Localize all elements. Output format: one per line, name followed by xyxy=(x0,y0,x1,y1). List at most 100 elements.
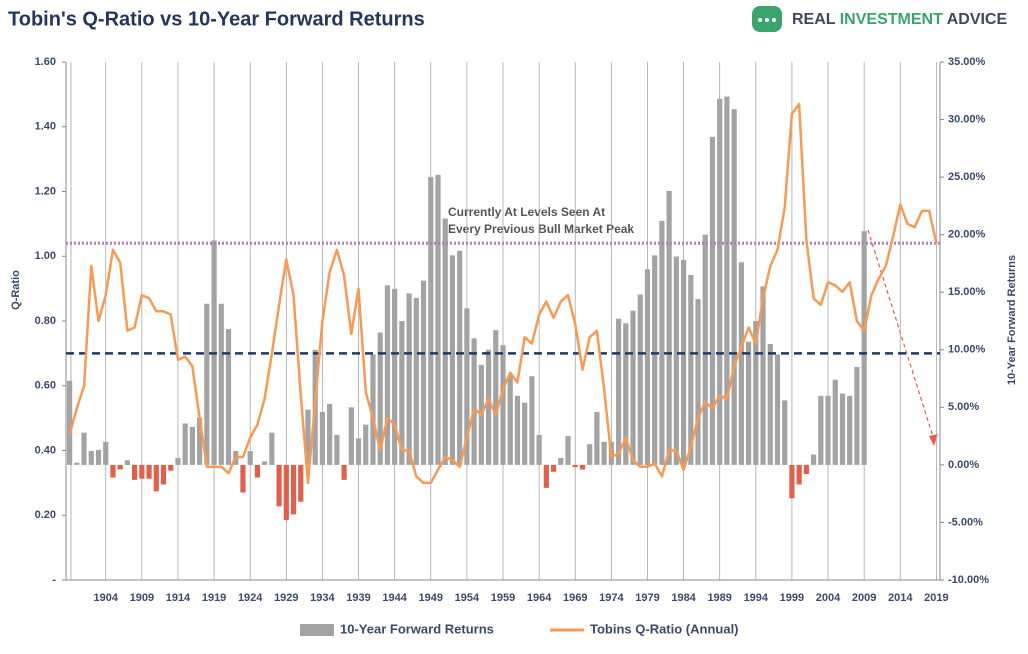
bar xyxy=(731,109,737,465)
bar xyxy=(471,338,477,465)
bar xyxy=(160,464,167,485)
bar xyxy=(247,451,253,465)
y-tick-label: - xyxy=(52,574,56,586)
bar xyxy=(594,411,600,465)
line xyxy=(68,102,938,485)
bar xyxy=(225,329,232,465)
x-tick-label: 2014 xyxy=(888,592,913,604)
bar xyxy=(522,402,528,465)
bar xyxy=(327,403,333,465)
trend-arrow xyxy=(867,229,935,441)
bar xyxy=(789,464,795,499)
bar xyxy=(197,417,203,465)
bar xyxy=(630,310,636,465)
x-tick-label: 1964 xyxy=(527,592,552,604)
bar xyxy=(717,98,723,465)
bar xyxy=(579,464,586,470)
logo-text: REAL INVESTMENT ADVICE xyxy=(792,11,1007,28)
x-tick-label: 1909 xyxy=(130,592,154,604)
bar xyxy=(810,454,817,465)
bar xyxy=(298,464,304,502)
bar xyxy=(767,344,773,465)
bar xyxy=(623,323,629,465)
legend-label: Tobins Q-Ratio (Annual) xyxy=(590,621,739,636)
bar xyxy=(666,190,672,465)
bar xyxy=(254,464,261,478)
bar xyxy=(319,411,326,465)
bar xyxy=(507,375,513,465)
bar xyxy=(218,303,224,465)
bar xyxy=(514,395,521,465)
y-tick-label: 0.20 xyxy=(35,509,56,521)
bar xyxy=(204,303,210,465)
bar xyxy=(341,464,347,480)
logo-dot xyxy=(772,18,776,22)
x-tick-label: 1914 xyxy=(166,592,191,604)
bar xyxy=(435,174,441,465)
bar xyxy=(377,332,383,465)
bar xyxy=(825,395,831,465)
x-tick-label: 1984 xyxy=(671,592,696,604)
bar xyxy=(680,259,687,465)
bar xyxy=(565,436,571,465)
x-tick-label: 2009 xyxy=(852,592,876,604)
bar xyxy=(449,255,456,465)
bar xyxy=(500,345,506,465)
y-tick-label: 0.40 xyxy=(35,444,56,456)
bar xyxy=(132,464,138,480)
bar xyxy=(695,299,701,465)
bar xyxy=(659,220,665,465)
bar xyxy=(745,341,752,465)
bar xyxy=(644,269,651,465)
arrow-head xyxy=(929,434,938,446)
bar xyxy=(543,464,549,488)
bar xyxy=(854,367,860,465)
bar xyxy=(348,407,354,465)
logo-dot xyxy=(758,18,762,22)
x-tick-label: 1989 xyxy=(707,592,731,604)
bar xyxy=(67,380,73,465)
bar xyxy=(355,438,362,465)
bar xyxy=(88,451,94,465)
legend-label: 10-Year Forward Returns xyxy=(340,621,494,636)
y2-axis-label: 10-Year Forward Returns xyxy=(1006,255,1018,385)
x-tick-label: 1934 xyxy=(310,592,335,604)
bar xyxy=(269,432,275,465)
bar xyxy=(760,286,766,465)
bar xyxy=(189,426,196,465)
bar xyxy=(601,441,607,465)
annotation: Every Previous Bull Market Peak xyxy=(448,222,634,236)
bar xyxy=(139,464,145,479)
y-tick-label: 1.60 xyxy=(35,56,56,68)
bar xyxy=(615,318,622,465)
x-tick-label: 2019 xyxy=(924,592,948,604)
bar xyxy=(572,464,578,468)
y2-tick-label: 5.00% xyxy=(948,401,979,413)
y-tick-label: 0.60 xyxy=(35,380,56,392)
bar xyxy=(652,255,658,465)
bar xyxy=(103,441,109,465)
bar xyxy=(74,462,80,465)
x-tick-label: 1979 xyxy=(635,592,659,604)
bar xyxy=(442,218,448,465)
logo-word: REAL xyxy=(792,11,836,28)
bar xyxy=(464,308,470,465)
logo-word: ADVICE xyxy=(947,11,1008,28)
x-tick-label: 1939 xyxy=(346,592,370,604)
bar xyxy=(175,457,181,465)
y2-tick-label: -5.00% xyxy=(948,516,983,528)
bar xyxy=(796,464,802,485)
bar xyxy=(305,409,311,465)
bar xyxy=(95,449,102,465)
legend-swatch xyxy=(300,624,334,636)
x-tick-label: 1954 xyxy=(455,592,480,604)
bar xyxy=(702,234,708,465)
bar xyxy=(774,354,781,465)
x-tick-label: 1944 xyxy=(382,592,407,604)
bar xyxy=(529,376,535,465)
bar xyxy=(124,460,130,465)
x-tick-label: 1924 xyxy=(238,592,263,604)
bar xyxy=(153,464,159,492)
y2-tick-label: 30.00% xyxy=(948,113,986,125)
